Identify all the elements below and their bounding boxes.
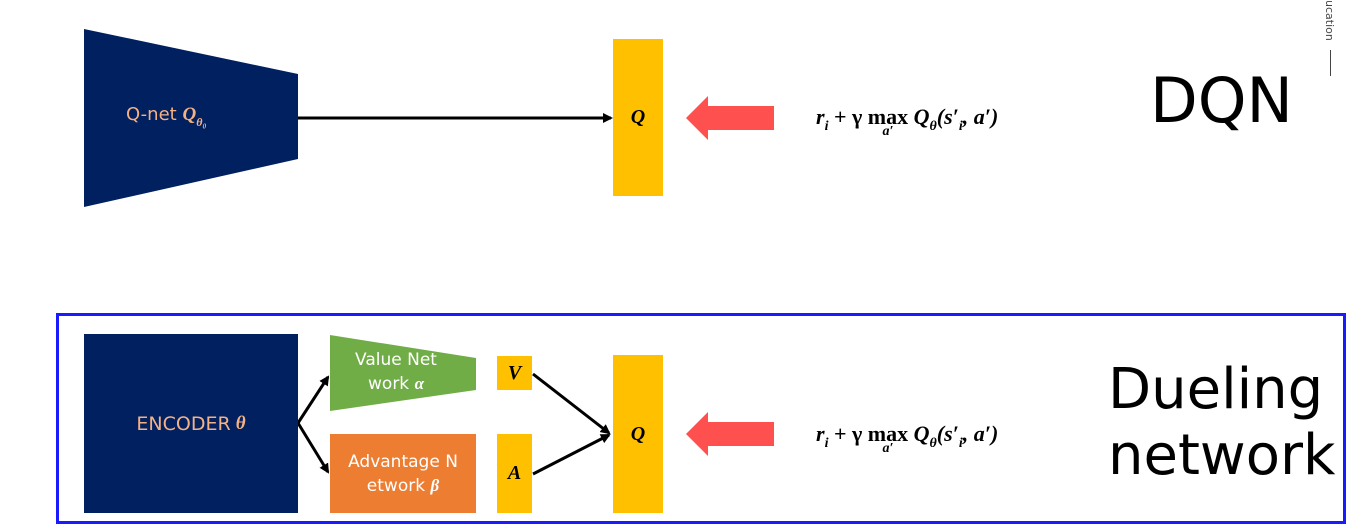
dueling-target-formula: ri + γ max a′ Qθ(s′i, a′): [816, 421, 999, 456]
encoder-to-adv-arrow: [296, 422, 330, 474]
formula-plus-gamma: + γ: [828, 104, 868, 129]
dueling-title-line1: Dueling: [1108, 357, 1324, 422]
formula-args-close: , a′): [962, 421, 999, 446]
dqn-target-arrow: [686, 96, 774, 140]
formula-args-sub: i: [958, 436, 963, 451]
dqn-target-formula: ri + γ max a′ Qθ(s′i, a′): [816, 104, 999, 139]
qnet-label: Q-net Qθ₀: [126, 104, 207, 129]
formula-args-close: , a′): [962, 104, 999, 129]
formula-r: r: [816, 421, 825, 446]
value-output: V: [497, 356, 532, 390]
a-to-q-arrow: [532, 433, 611, 476]
formula-max: max: [867, 421, 909, 446]
v-to-q-arrow: [532, 372, 611, 435]
qnet-subscript: θ₀: [196, 115, 207, 129]
dueling-title-line2: network: [1108, 423, 1336, 488]
advantage-net-symbol: β: [430, 475, 440, 495]
qnet-symbol: Q: [182, 104, 197, 125]
encoder-block: ENCODER θ: [84, 334, 298, 513]
formula-args-open: (s′: [936, 104, 959, 129]
value-net-line2: work: [368, 374, 410, 394]
advantage-net-line2-wrap: etwork β: [348, 474, 458, 498]
formula-q-sub: θ: [929, 436, 937, 451]
qnet-trapezoid: [84, 29, 298, 207]
formula-r-sub: i: [824, 436, 829, 451]
dqn-q-output: Q: [613, 39, 663, 196]
formula-q: Q: [908, 104, 930, 129]
side-caption: ucation: [1323, 0, 1336, 41]
dueling-target-arrow: [686, 412, 774, 456]
formula-max-sub: a′: [882, 124, 894, 139]
advantage-net-line1: Advantage N: [348, 451, 458, 472]
formula-args-open: (s′: [936, 421, 959, 446]
formula-q-sub: θ: [929, 119, 937, 134]
value-net-trapezoid: [330, 335, 476, 411]
formula-args-sub: i: [958, 119, 963, 134]
formula-max-sub: a′: [882, 441, 894, 456]
advantage-net-block: Advantage N etwork β: [330, 434, 476, 513]
side-caption-rule: [1330, 50, 1331, 76]
formula-q: Q: [908, 421, 930, 446]
advantage-net-line2: etwork: [366, 475, 426, 496]
value-net-line1: Value Net: [355, 350, 437, 370]
formula-r-sub: i: [824, 119, 829, 134]
encoder-label: ENCODER: [136, 412, 231, 435]
dueling-q-output: Q: [613, 355, 663, 513]
formula-max: max: [867, 104, 909, 129]
formula-r: r: [816, 104, 825, 129]
value-net-symbol: α: [414, 374, 424, 393]
advantage-output: A: [497, 434, 532, 513]
dqn-title: DQN: [1150, 64, 1293, 137]
encoder-to-value-arrow: [296, 375, 330, 424]
value-net-line2-wrap: work α: [336, 372, 456, 396]
dueling-frame: [56, 313, 1346, 524]
qnet-label-text: Q-net: [126, 104, 177, 125]
value-net-label: Value Net work α: [336, 348, 456, 396]
formula-plus-gamma: + γ: [828, 421, 868, 446]
encoder-symbol: θ: [235, 412, 246, 434]
